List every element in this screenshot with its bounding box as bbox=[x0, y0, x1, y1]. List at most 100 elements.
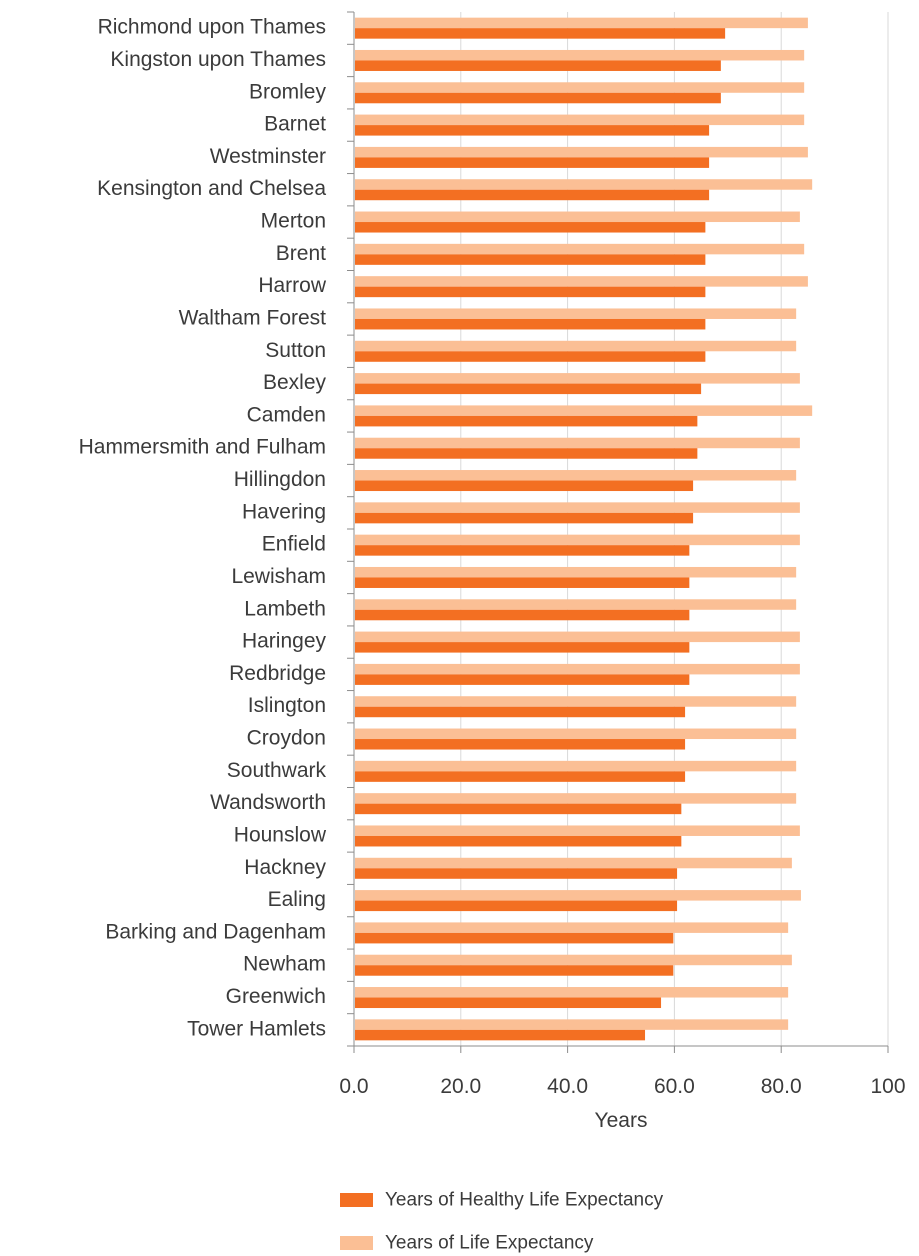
bar-healthy-life-expectancy bbox=[355, 997, 662, 1009]
bar-life-expectancy bbox=[355, 793, 797, 804]
legend-swatch bbox=[340, 1193, 373, 1207]
bar-healthy-life-expectancy bbox=[355, 609, 690, 621]
bar-life-expectancy bbox=[355, 922, 789, 933]
category-label: Bexley bbox=[263, 371, 327, 394]
category-label: Bromley bbox=[249, 80, 327, 103]
legend-swatch bbox=[340, 1236, 373, 1250]
bar-life-expectancy bbox=[355, 82, 805, 93]
x-tick-label: 60.0 bbox=[654, 1075, 695, 1098]
category-label: Tower Hamlets bbox=[187, 1017, 326, 1040]
category-label: Newham bbox=[243, 953, 326, 976]
category-label: Havering bbox=[242, 500, 326, 523]
category-label: Sutton bbox=[265, 339, 326, 362]
category-label: Lambeth bbox=[244, 597, 326, 620]
bar-life-expectancy bbox=[355, 49, 805, 61]
bar-life-expectancy bbox=[355, 825, 800, 836]
category-label: Lewisham bbox=[231, 565, 326, 588]
bar-healthy-life-expectancy bbox=[355, 28, 726, 39]
bar-life-expectancy bbox=[355, 534, 800, 546]
bar-healthy-life-expectancy bbox=[355, 577, 690, 588]
bar-healthy-life-expectancy bbox=[355, 286, 706, 298]
bar-life-expectancy bbox=[355, 987, 789, 998]
category-label: Hammersmith and Fulham bbox=[79, 436, 326, 459]
bars bbox=[355, 17, 813, 1041]
bar-life-expectancy bbox=[355, 663, 800, 675]
category-label: Wandsworth bbox=[210, 791, 326, 814]
x-tick-label: 80.0 bbox=[761, 1075, 802, 1098]
category-label: Kingston upon Thames bbox=[110, 48, 326, 71]
category-label: Barnet bbox=[264, 113, 326, 136]
category-label: Ealing bbox=[268, 888, 326, 911]
bar-life-expectancy bbox=[355, 890, 801, 901]
bar-healthy-life-expectancy bbox=[355, 642, 690, 653]
bar-life-expectancy bbox=[355, 599, 797, 610]
bar-healthy-life-expectancy bbox=[355, 965, 674, 976]
bar-healthy-life-expectancy bbox=[355, 351, 706, 362]
bar-life-expectancy bbox=[355, 857, 792, 869]
legend-label: Years of Life Expectancy bbox=[385, 1233, 594, 1254]
bar-life-expectancy bbox=[355, 114, 805, 126]
bar-healthy-life-expectancy bbox=[355, 383, 702, 395]
bar-healthy-life-expectancy bbox=[355, 932, 674, 944]
bar-life-expectancy bbox=[355, 243, 805, 255]
bar-life-expectancy bbox=[355, 179, 813, 190]
bar-life-expectancy bbox=[355, 405, 813, 416]
bar-healthy-life-expectancy bbox=[355, 771, 686, 782]
bar-healthy-life-expectancy bbox=[355, 60, 721, 71]
bar-healthy-life-expectancy bbox=[355, 254, 706, 265]
category-label: Hillingdon bbox=[234, 468, 326, 491]
category-label: Waltham Forest bbox=[179, 306, 327, 329]
category-label: Redbridge bbox=[229, 662, 326, 685]
bar-life-expectancy bbox=[355, 373, 800, 384]
category-label: Harrow bbox=[258, 274, 327, 297]
x-tick-label: 20.0 bbox=[440, 1075, 481, 1098]
x-tick-label: 0.0 bbox=[339, 1075, 368, 1098]
category-label: Richmond upon Thames bbox=[98, 16, 326, 39]
bar-life-expectancy bbox=[355, 340, 797, 352]
bar-life-expectancy bbox=[355, 502, 800, 513]
category-label: Camden bbox=[247, 403, 326, 426]
bar-life-expectancy bbox=[355, 631, 800, 643]
category-label: Croydon bbox=[247, 727, 326, 750]
legend-label: Years of Healthy Life Expectancy bbox=[385, 1190, 664, 1211]
x-tick-labels: 0.0 20.0 40.0 60.0 80.0 100 bbox=[339, 1075, 905, 1098]
bar-healthy-life-expectancy bbox=[355, 674, 690, 685]
bar-healthy-life-expectancy bbox=[355, 868, 678, 879]
bar-healthy-life-expectancy bbox=[355, 1029, 646, 1041]
bar-life-expectancy bbox=[355, 696, 797, 707]
x-tick-label: 100 bbox=[870, 1075, 905, 1098]
category-label: Westminster bbox=[210, 145, 326, 168]
bar-healthy-life-expectancy bbox=[355, 92, 721, 104]
category-label: Barking and Dagenham bbox=[105, 920, 326, 943]
bar-healthy-life-expectancy bbox=[355, 803, 682, 815]
bar-life-expectancy bbox=[355, 437, 800, 449]
bar-life-expectancy bbox=[355, 146, 808, 158]
bar-healthy-life-expectancy bbox=[355, 415, 698, 427]
bar-healthy-life-expectancy bbox=[355, 189, 710, 201]
category-labels: Richmond upon Thames Kingston upon Thames… bbox=[79, 16, 327, 1041]
bar-life-expectancy bbox=[355, 954, 792, 966]
category-label: Kensington and Chelsea bbox=[97, 177, 326, 200]
category-label: Hounslow bbox=[234, 823, 327, 846]
legend: Years of Healthy Life Expectancy Years of… bbox=[340, 1190, 664, 1254]
bar-healthy-life-expectancy bbox=[355, 318, 706, 330]
bar-healthy-life-expectancy bbox=[355, 900, 678, 912]
category-label: Hackney bbox=[244, 856, 326, 879]
category-label: Merton bbox=[261, 210, 326, 233]
category-label: Enfield bbox=[262, 533, 326, 556]
x-tick-label: 40.0 bbox=[547, 1075, 588, 1098]
category-label: Brent bbox=[276, 242, 326, 265]
category-label: Greenwich bbox=[226, 985, 326, 1008]
axes bbox=[347, 11, 889, 1053]
bar-life-expectancy bbox=[355, 17, 808, 29]
bar-healthy-life-expectancy bbox=[355, 739, 686, 750]
bar-life-expectancy bbox=[355, 760, 797, 772]
bar-healthy-life-expectancy bbox=[355, 512, 694, 524]
bar-healthy-life-expectancy bbox=[355, 222, 706, 233]
category-label: Islington bbox=[248, 694, 326, 717]
bar-life-expectancy bbox=[355, 1019, 789, 1030]
bar-healthy-life-expectancy bbox=[355, 157, 710, 168]
bar-healthy-life-expectancy bbox=[355, 835, 682, 847]
category-label: Haringey bbox=[242, 630, 327, 653]
